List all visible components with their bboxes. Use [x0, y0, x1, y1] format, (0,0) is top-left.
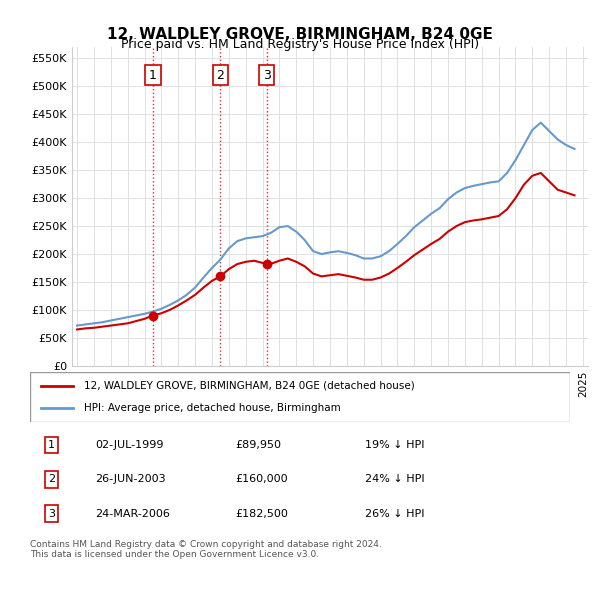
Text: 19% ↓ HPI: 19% ↓ HPI [365, 440, 424, 450]
Text: £160,000: £160,000 [235, 474, 288, 484]
Text: 24-MAR-2006: 24-MAR-2006 [95, 509, 170, 519]
Text: £89,950: £89,950 [235, 440, 281, 450]
Text: 1: 1 [149, 68, 157, 81]
Text: HPI: Average price, detached house, Birmingham: HPI: Average price, detached house, Birm… [84, 403, 341, 413]
Text: 26-JUN-2003: 26-JUN-2003 [95, 474, 166, 484]
Text: 24% ↓ HPI: 24% ↓ HPI [365, 474, 424, 484]
FancyBboxPatch shape [30, 372, 570, 422]
Text: 12, WALDLEY GROVE, BIRMINGHAM, B24 0GE: 12, WALDLEY GROVE, BIRMINGHAM, B24 0GE [107, 27, 493, 41]
Text: £182,500: £182,500 [235, 509, 288, 519]
Text: 3: 3 [48, 509, 55, 519]
Text: 2: 2 [48, 474, 55, 484]
Text: 3: 3 [263, 68, 271, 81]
Text: 2: 2 [217, 68, 224, 81]
Text: 02-JUL-1999: 02-JUL-1999 [95, 440, 163, 450]
Text: 1: 1 [48, 440, 55, 450]
Text: 26% ↓ HPI: 26% ↓ HPI [365, 509, 424, 519]
Text: Price paid vs. HM Land Registry's House Price Index (HPI): Price paid vs. HM Land Registry's House … [121, 38, 479, 51]
Text: 12, WALDLEY GROVE, BIRMINGHAM, B24 0GE (detached house): 12, WALDLEY GROVE, BIRMINGHAM, B24 0GE (… [84, 381, 415, 391]
Text: Contains HM Land Registry data © Crown copyright and database right 2024.
This d: Contains HM Land Registry data © Crown c… [30, 540, 382, 559]
